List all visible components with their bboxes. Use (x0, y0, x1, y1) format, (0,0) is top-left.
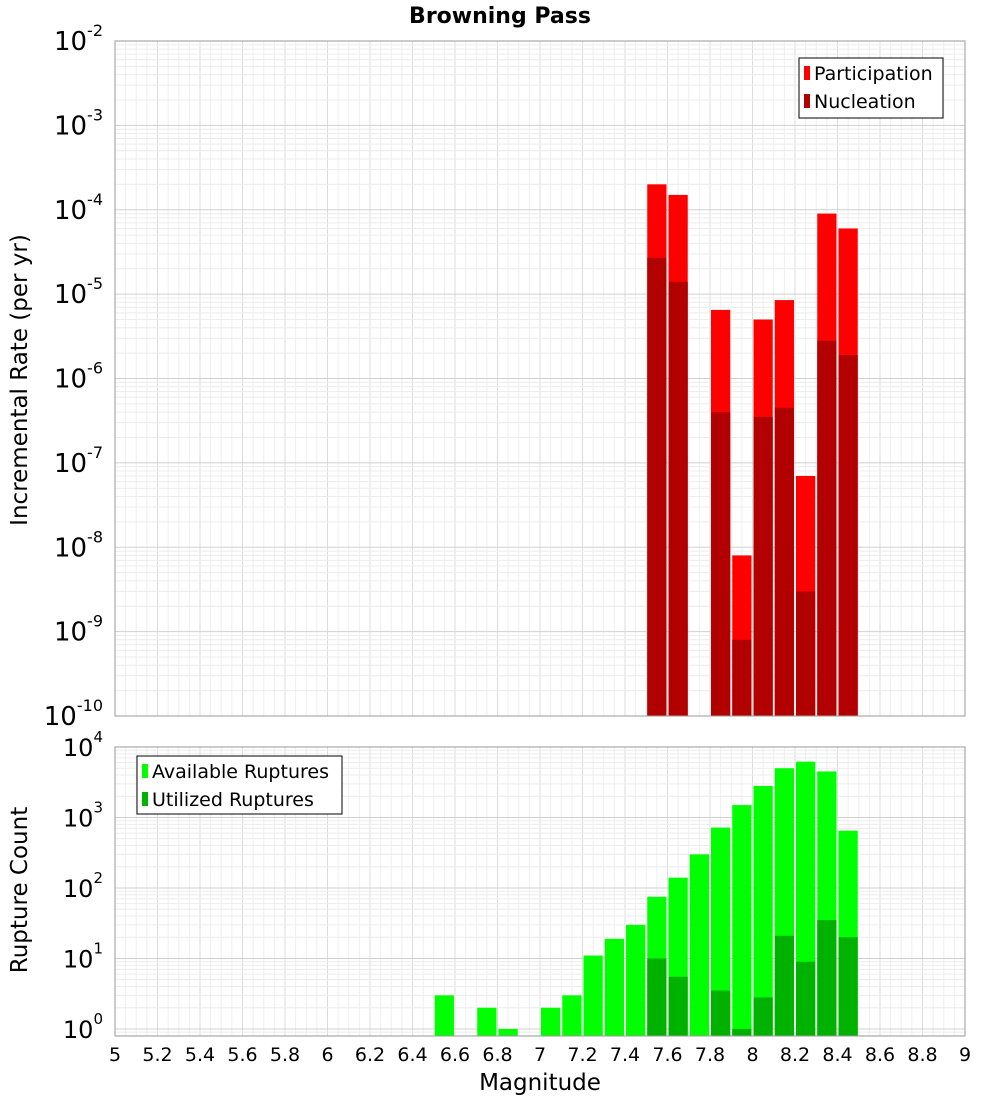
bar-nucleation (711, 412, 731, 716)
rate-panel: 10-10 10-9 10-8 10-7 10-6 10-5 10-4 10-3 10-2 Inc… (7, 21, 966, 732)
x-tick-label: 6.2 (355, 1044, 385, 1066)
y-tick-label: 100 (63, 1010, 103, 1044)
bar-available-ruptures (434, 995, 454, 1036)
legend-label: Nucleation (814, 91, 916, 113)
bar-nucleation (774, 407, 794, 716)
bar-utilized-ruptures (732, 1028, 752, 1036)
bar-utilized-ruptures (796, 961, 816, 1036)
legend-swatch (804, 94, 810, 108)
bar-nucleation (817, 340, 837, 716)
y-tick-label: 10-8 (54, 527, 103, 563)
bar-nucleation (647, 257, 667, 716)
y-tick-label: 10-7 (54, 443, 103, 479)
bar-available-ruptures (604, 938, 624, 1036)
y-axis-label: Rupture Count (7, 807, 33, 973)
x-tick-label: 7.6 (652, 1044, 682, 1066)
bar-utilized-ruptures (774, 935, 794, 1036)
legend-swatch (142, 764, 148, 778)
bar-available-ruptures (626, 924, 646, 1036)
legend-box (136, 755, 343, 815)
x-axis-label: Magnitude (479, 1070, 601, 1096)
x-tick-label: 5.6 (227, 1044, 257, 1066)
x-tick-label: 8.4 (822, 1044, 852, 1066)
bar-nucleation (753, 416, 773, 716)
x-tick-label: 6.4 (397, 1044, 427, 1066)
bar-available-ruptures (477, 1007, 497, 1036)
legend-label: Utilized Ruptures (152, 789, 314, 811)
x-tick-label: 8.8 (907, 1044, 937, 1066)
y-axis-label: Incremental Rate (per yr) (7, 234, 33, 526)
y-tick-label: 104 (63, 728, 103, 762)
y-tick-label: 103 (63, 798, 103, 832)
bar-available-ruptures (753, 785, 773, 1036)
bar-available-ruptures (498, 1028, 518, 1036)
y-tick-label: 10-3 (54, 105, 103, 141)
bar-available-ruptures (711, 827, 731, 1036)
x-tick-label: 8.6 (865, 1044, 895, 1066)
bar-utilized-ruptures (711, 990, 731, 1036)
legend-swatch (804, 66, 810, 80)
bar-nucleation (838, 354, 858, 716)
chart-title: Browning Pass (409, 4, 591, 29)
x-tick-label: 7.2 (567, 1044, 597, 1066)
x-tick-label: 7.8 (695, 1044, 725, 1066)
y-tick-label: 101 (63, 939, 103, 973)
y-tick-label: 10-4 (54, 190, 103, 226)
x-tick-label: 5.8 (270, 1044, 300, 1066)
x-tick-label: 7.4 (610, 1044, 640, 1066)
y-tick-label: 10-5 (54, 274, 103, 310)
x-tick-label: 8 (746, 1044, 758, 1066)
bar-nucleation (796, 591, 816, 716)
y-tick-label: 10-10 (44, 696, 103, 732)
bar-utilized-ruptures (838, 937, 858, 1036)
legend-box (798, 57, 944, 119)
x-tick-label: 7 (534, 1044, 546, 1066)
y-tick-label: 10-2 (54, 21, 103, 57)
bar-available-ruptures (541, 1007, 561, 1036)
bar-utilized-ruptures (647, 958, 667, 1036)
x-tick-label: 6 (321, 1044, 333, 1066)
legend-swatch (142, 792, 148, 806)
x-tick-label: 6.8 (482, 1044, 512, 1066)
bar-available-ruptures (732, 805, 752, 1036)
y-tick-label: 102 (63, 869, 103, 903)
legend-label: Available Ruptures (152, 761, 329, 783)
x-tick-label: 5.2 (142, 1044, 172, 1066)
x-tick-label: 9 (959, 1044, 971, 1066)
y-tick-label: 10-9 (54, 612, 103, 648)
plot-border (114, 40, 966, 717)
plot-border (114, 746, 966, 1037)
bar-utilized-ruptures (753, 997, 773, 1036)
bar-available-ruptures (689, 854, 709, 1036)
legend-label: Participation (814, 63, 933, 85)
bar-utilized-ruptures (817, 920, 837, 1036)
x-tick-label: 6.6 (440, 1044, 470, 1066)
x-tick-label: 5.4 (185, 1044, 215, 1066)
count-panel: 100 101 102 103 104 Rupture Count Available Ru… (7, 728, 966, 1044)
bar-available-ruptures (583, 955, 603, 1036)
bar-utilized-ruptures (668, 976, 688, 1036)
x-tick-label: 5 (109, 1044, 121, 1066)
bar-nucleation (732, 639, 752, 716)
x-axis: 5 5.2 5.4 5.6 5.8 6 6.2 6.4 6.6 6.8 7 7.2 7.4 7.6 7.8 8… (109, 1044, 971, 1066)
bar-nucleation (668, 281, 688, 716)
x-tick-label: 8.2 (780, 1044, 810, 1066)
y-tick-label: 10-6 (54, 359, 103, 395)
bar-available-ruptures (562, 995, 582, 1036)
